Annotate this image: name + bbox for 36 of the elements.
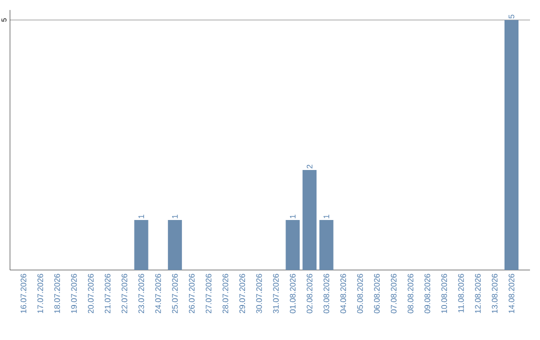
x-tick-label: 16.07.2026 — [20, 274, 26, 313]
x-tick-label: 11.08.2026 — [458, 274, 464, 312]
x-tick-label: 05.08.2026 — [357, 274, 363, 314]
x-tick-label: 28.07.2026 — [222, 274, 228, 314]
x-tick-label: 14.08.2026 — [508, 274, 514, 313]
x-tick-label: 08.08.2026 — [408, 274, 414, 314]
x-tick-label: 09.08.2026 — [424, 274, 430, 314]
x-tick-label: 04.08.2026 — [340, 274, 346, 314]
x-tick-label: 17.07.2026 — [37, 274, 44, 313]
x-tick-label: 01.08.2026 — [290, 274, 296, 314]
x-tick-label: 29.07.2026 — [239, 274, 246, 314]
x-tick-label: 10.08.2026 — [441, 274, 448, 313]
x-tick-label: 06.08.2026 — [374, 274, 380, 314]
x-tick-label: 07.08.2026 — [390, 274, 397, 314]
x-tick-label: 25.07.2026 — [172, 274, 178, 314]
x-tick-label: 12.08.2026 — [475, 274, 481, 313]
x-tick-label: 24.07.2026 — [155, 274, 161, 314]
x-tick-label: 21.07.2026 — [104, 274, 110, 314]
x-tick-label: 18.07.2026 — [54, 274, 60, 313]
data-label: 1 — [138, 214, 144, 218]
x-tick-label: 31.07.2026 — [273, 274, 279, 314]
data-label: 1 — [324, 214, 330, 218]
x-tick-label: 22.07.2026 — [122, 274, 128, 314]
x-tick-label: 23.07.2026 — [138, 274, 144, 314]
x-tick-label: 26.07.2026 — [188, 274, 195, 314]
x-tick-label: 02.08.2026 — [306, 274, 312, 314]
x-tick-label: 20.07.2026 — [88, 274, 94, 314]
x-tick-label: 30.07.2026 — [256, 274, 262, 314]
x-tick-label: 19.07.2026 — [71, 274, 77, 313]
data-label: 1 — [290, 214, 296, 218]
x-tick-label: 27.07.2026 — [206, 274, 212, 314]
data-label: 2 — [306, 164, 312, 168]
data-label: 5 — [508, 14, 514, 18]
data-label: 1 — [172, 214, 178, 218]
x-tick-label: 03.08.2026 — [324, 274, 330, 314]
x-tick-label: 13.08.2026 — [492, 274, 498, 313]
